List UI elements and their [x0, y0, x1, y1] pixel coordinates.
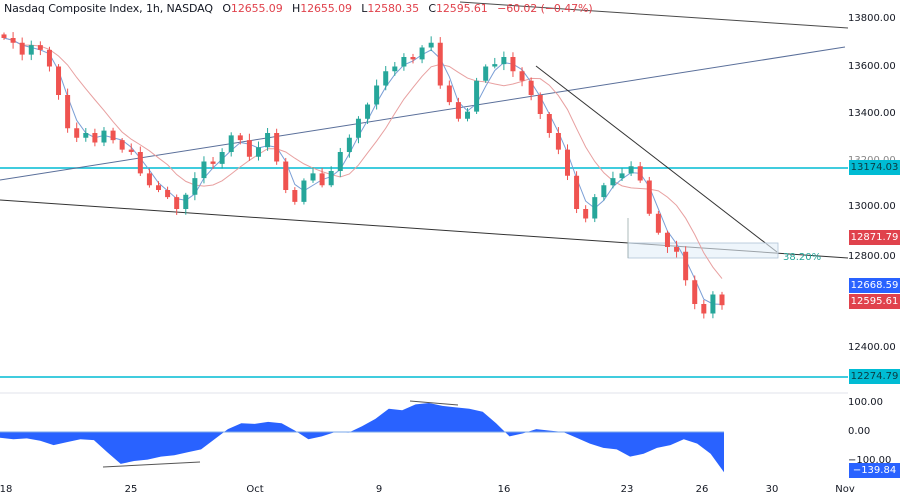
time-label: 9	[375, 484, 383, 495]
low-value: 12580.35	[367, 2, 419, 15]
channel-top-line[interactable]	[459, 1, 849, 29]
osc-tick: −100.00	[848, 455, 892, 466]
osc-tick: 0.00	[848, 426, 871, 437]
bullish-divergence-line[interactable]	[102, 461, 201, 468]
time-label: Nov	[835, 484, 855, 495]
time-label: 18	[0, 484, 13, 495]
price-tick: 12800.00	[848, 251, 896, 262]
symbol-legend: Nasdaq Composite Index, 1h, NASDAQ O1265…	[4, 2, 593, 15]
slow-ma-price-tag: 12871.79	[849, 230, 900, 245]
price-tick: 12400.00	[848, 342, 896, 353]
change-value: −60.02 (−0.47%)	[497, 2, 593, 15]
slow-moving-average	[3, 37, 723, 279]
resistance-price-tag: 13174.03	[849, 160, 900, 175]
rising-trendline[interactable]	[0, 46, 846, 181]
time-label: 26	[695, 484, 709, 495]
time-label: 25	[124, 484, 138, 495]
time-label: Oct	[246, 484, 264, 495]
close-value: 12595.61	[436, 2, 488, 15]
support-price-tag: 12274.79	[849, 369, 900, 384]
time-label: 30	[765, 484, 779, 495]
bearish-divergence-line[interactable]	[409, 400, 459, 406]
fast-ma-price-tag: 12668.59	[849, 278, 900, 293]
candlesticks	[1, 32, 725, 319]
descending-trendline[interactable]	[535, 65, 778, 253]
time-label: 16	[497, 484, 511, 495]
last-price-tag: 12595.61	[849, 294, 900, 309]
osc-tick: 100.00	[848, 397, 883, 408]
high-value: 12655.09	[300, 2, 352, 15]
price-tick: 13600.00	[848, 61, 896, 72]
price-tick: 13400.00	[848, 108, 896, 119]
fib-level-label: 38.20%	[783, 252, 822, 263]
oscillator-area	[0, 403, 724, 473]
price-tick: 13000.00	[848, 201, 896, 212]
open-value: 12655.09	[230, 2, 283, 15]
fast-moving-average	[3, 37, 723, 305]
symbol-title: Nasdaq Composite Index, 1h, NASDAQ	[4, 2, 213, 15]
price-tick: 13800.00	[848, 13, 896, 24]
time-label: 23	[620, 484, 634, 495]
osc-value-tag: −139.84	[849, 463, 900, 478]
